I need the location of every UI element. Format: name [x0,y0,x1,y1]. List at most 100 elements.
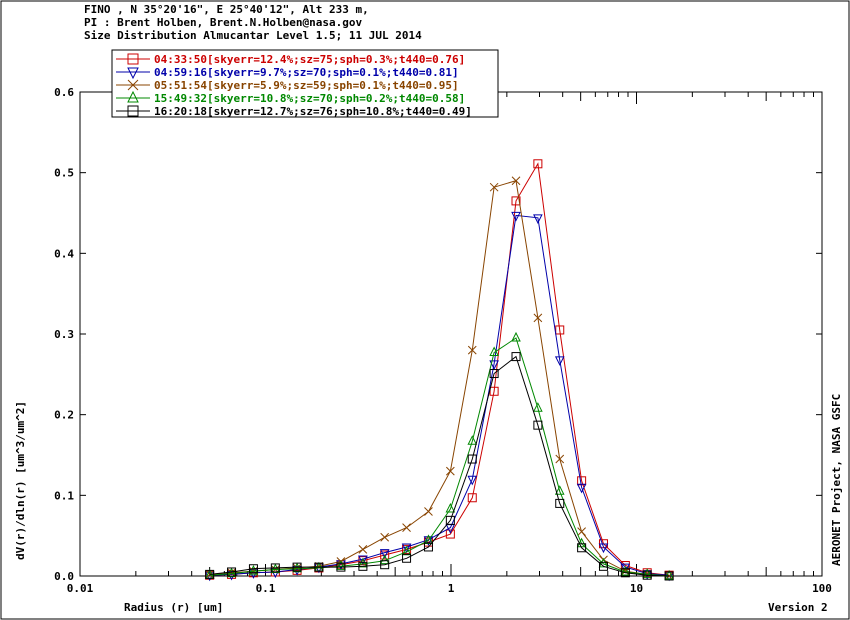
data-point [511,211,521,222]
data-point-stroke [127,79,139,91]
data-point [401,545,412,556]
data-point [598,557,609,568]
data-point [227,568,236,578]
data-point [358,545,368,554]
data-point [467,345,477,355]
data-point [554,485,565,495]
data-point-stroke [445,466,455,476]
data-point [467,454,477,464]
legend-item: 15:49:32[skyerr=10.8%;sz=70;sph=0.2%;t44… [116,90,465,105]
tick-layer: 0.0 0.1 0.2 0.3 0.4 0.5 0.6 0.01 0.1 1 10 100 [54,86,832,595]
data-point [292,563,302,573]
legend-label: 05:51:54[skyerr=5.9%;sz=59;sph=0.1%;t440… [154,79,459,92]
data-point [555,454,565,464]
data-point [620,563,631,574]
data-point [467,493,477,503]
data-point [423,534,434,545]
data-point [489,346,499,357]
y-tick-label: 0.1 [54,489,74,502]
legend-item: 05:51:54[skyerr=5.9%;sz=59;sph=0.1%;t440… [116,79,459,92]
data-point [445,466,455,476]
data-point [533,420,543,430]
x-tick-label: 100 [812,582,832,595]
data-point [127,90,139,103]
legend-label: 04:33:50[skyerr=12.4%;sz=75;sph=0.3%;t44… [154,53,465,66]
data-point [489,369,499,379]
data-point [467,435,478,445]
data-point [358,555,368,566]
data-point [445,515,455,525]
data-point [445,529,455,539]
data-point [336,562,346,572]
data-point [620,568,630,578]
legend-item: 16:20:18[skyerr=12.7%;sz=76;sph=10.8%;t4… [116,105,472,118]
header-line-1: FINO , N 35°20'16", E 25°40'12", Alt 233… [84,3,369,16]
x-axis-label: Radius (r) [um] [124,601,223,614]
data-point [424,507,433,516]
data-point [270,563,280,573]
data-point [248,564,258,574]
data-point-stroke [227,568,236,578]
data-point [401,543,412,554]
data-point-stroke [511,176,521,186]
data-point [292,562,302,572]
data-point-stroke [380,532,390,542]
x-tick-label: 10 [630,582,643,595]
data-point-stroke [467,345,477,355]
data-point [511,196,521,206]
data-point [380,560,390,570]
data-point [127,79,139,91]
data-point-stroke [489,182,499,192]
data-point [358,561,368,571]
data-point [127,67,139,80]
data-point [402,553,412,563]
version-label: Version 2 [768,601,828,614]
data-point-stroke [292,563,302,573]
data-point [620,565,631,576]
data-point [314,562,324,572]
data-point [489,386,499,396]
data-point [205,569,215,579]
data-point [533,159,543,169]
data-point [445,502,456,513]
data-point [292,562,302,573]
data-point [423,536,434,546]
data-point [598,561,608,571]
data-point [577,543,587,553]
data-point-stroke [205,570,215,579]
y-tick-label: 0.3 [54,328,74,341]
data-point [533,214,543,224]
data-point [379,554,390,565]
y-axis-label: dV(r)/dln(r) [um^3/um^2] [14,401,27,560]
data-point [598,543,609,554]
data-point [248,565,259,575]
x-tick-label: 1 [448,582,455,595]
data-point [642,570,652,580]
data-point [489,360,499,370]
data-point [205,570,215,579]
data-point [533,313,543,323]
data-point [576,483,587,494]
data-point [379,549,390,559]
data-point [620,561,630,571]
data-point [423,542,433,552]
y-tick-label: 0.2 [54,409,74,422]
legend-item: 04:59:16[skyerr=9.7%;sz=70;sph=0.1%;t440… [116,66,459,80]
data-point-stroke [555,454,565,464]
legend: 04:33:50[skyerr=12.4%;sz=75;sph=0.3%;t44… [111,49,499,118]
data-point [664,569,674,580]
data-point [270,563,281,574]
data-point [358,557,368,568]
header-line-2: PI : Brent Holben, Brent.N.Holben@nasa.g… [84,16,363,29]
data-point [402,523,411,532]
data-point [511,176,521,186]
legend-label: 16:20:18[skyerr=12.7%;sz=76;sph=10.8%;t4… [154,105,472,118]
data-point [577,527,586,536]
data-point [336,560,346,570]
data-point [533,402,543,412]
data-point [227,567,237,577]
data-point-stroke [577,527,586,536]
legend-box [111,49,499,118]
